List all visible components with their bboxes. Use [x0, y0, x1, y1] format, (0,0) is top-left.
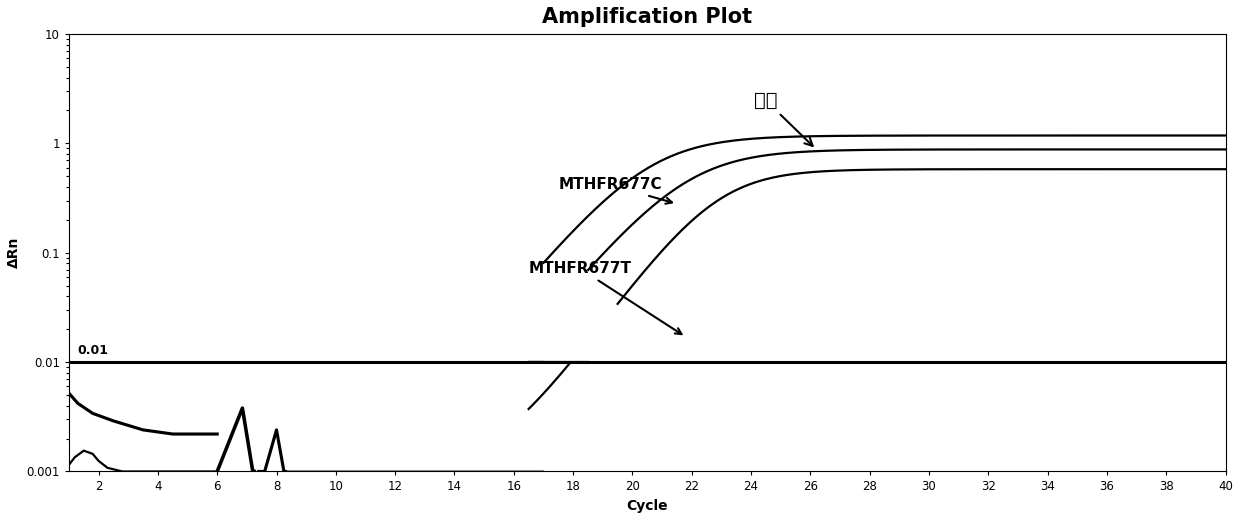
Text: MTHFR677C: MTHFR677C [558, 177, 672, 204]
Text: MTHFR677T: MTHFR677T [528, 261, 682, 334]
Title: Amplification Plot: Amplification Plot [542, 7, 753, 27]
X-axis label: Cycle: Cycle [626, 499, 668, 513]
Y-axis label: ΔRn: ΔRn [7, 237, 21, 268]
Text: 内标: 内标 [754, 91, 812, 146]
Text: 0.01: 0.01 [78, 344, 109, 357]
